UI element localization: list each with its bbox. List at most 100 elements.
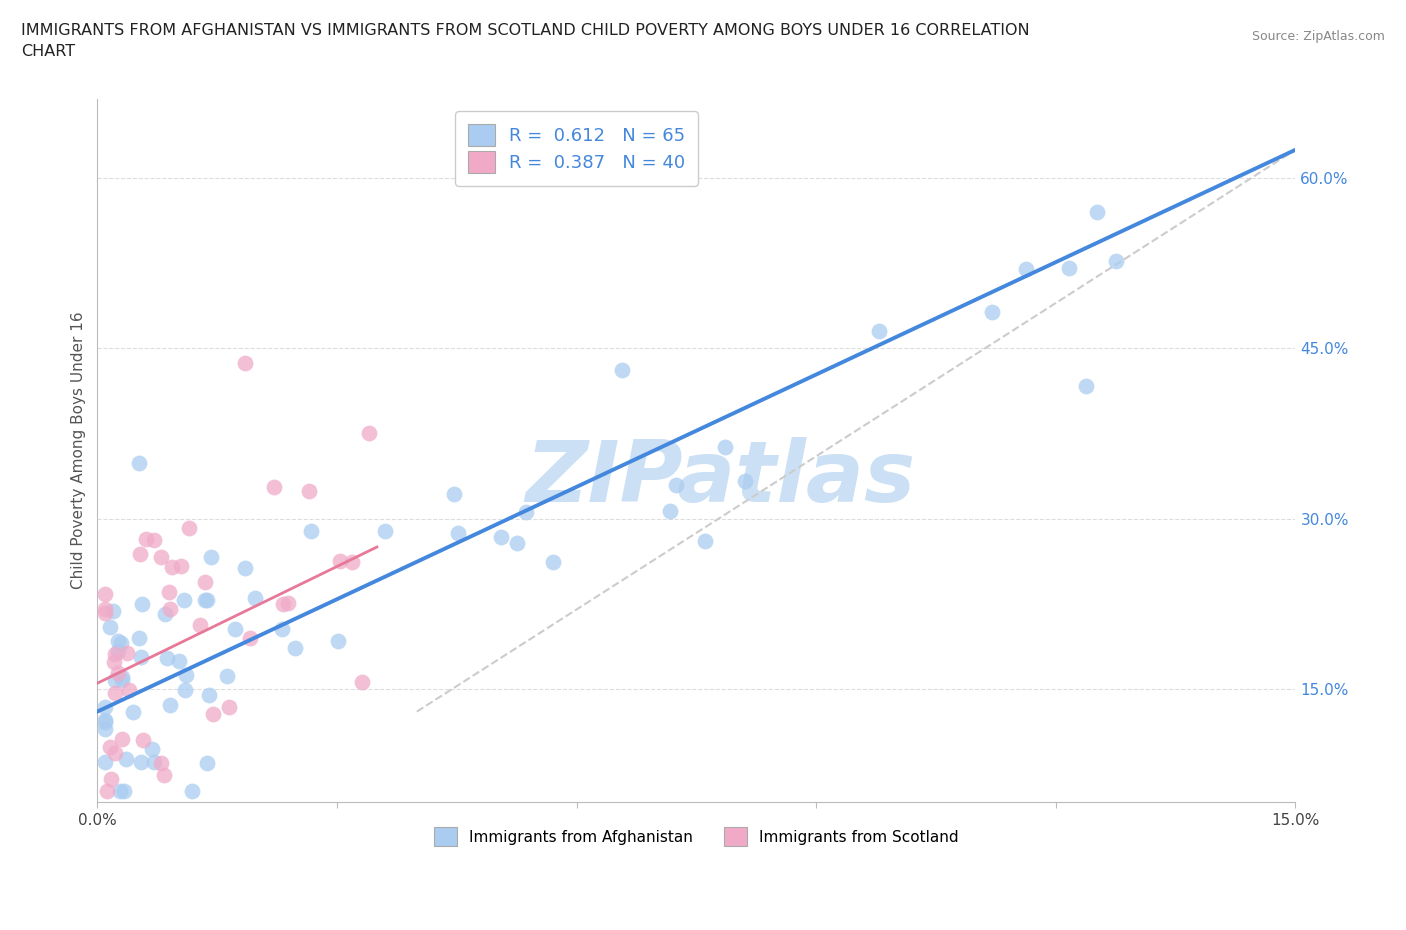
Point (129, 649, 152, 664)
Legend: Immigrants from Afghanistan, Immigrants from Scotland: Immigrants from Afghanistan, Immigrants … (422, 815, 970, 858)
Point (659, 503, 682, 518)
Point (152, 768, 174, 783)
Point (1074, 379, 1097, 393)
Point (298, 484, 321, 498)
Point (94, 722, 117, 737)
Point (868, 323, 890, 338)
Point (117, 683, 139, 698)
Point (374, 524, 396, 538)
Point (104, 646, 127, 661)
Point (665, 478, 688, 493)
Point (218, 699, 240, 714)
Point (271, 596, 294, 611)
Point (713, 440, 735, 455)
Point (194, 575, 217, 590)
Text: IMMIGRANTS FROM AFGHANISTAN VS IMMIGRANTS FROM SCOTLAND CHILD POVERTY AMONG BOYS: IMMIGRANTS FROM AFGHANISTAN VS IMMIGRANT… (21, 23, 1029, 60)
Point (101, 604, 124, 618)
Point (107, 633, 129, 648)
Y-axis label: Child Poverty Among Boys Under 16: Child Poverty Among Boys Under 16 (72, 312, 86, 590)
Point (981, 304, 1004, 319)
Point (506, 536, 529, 551)
Point (329, 553, 352, 568)
Point (198, 688, 221, 703)
Point (129, 547, 152, 562)
Point (122, 705, 145, 720)
Point (169, 558, 191, 573)
Point (489, 529, 512, 544)
Point (201, 706, 224, 721)
Point (167, 654, 190, 669)
Point (197, 755, 219, 770)
Point (159, 602, 181, 617)
Point (277, 595, 299, 610)
Point (342, 554, 364, 569)
Point (103, 655, 125, 670)
Point (162, 560, 184, 575)
Point (181, 784, 204, 799)
Point (299, 524, 322, 538)
Point (141, 741, 163, 756)
Point (94, 712, 117, 727)
Point (233, 355, 256, 370)
Point (129, 754, 152, 769)
Point (115, 645, 138, 660)
Point (94, 754, 117, 769)
Point (1015, 261, 1038, 276)
Point (610, 363, 633, 378)
Point (131, 596, 153, 611)
Point (96, 784, 118, 799)
Point (447, 525, 470, 540)
Point (200, 549, 222, 564)
Point (270, 622, 292, 637)
Point (443, 486, 465, 501)
Text: ZIPatlas: ZIPatlas (526, 437, 915, 520)
Text: Source: ZipAtlas.com: Source: ZipAtlas.com (1251, 30, 1385, 43)
Point (357, 426, 380, 441)
Point (515, 505, 537, 520)
Point (188, 618, 211, 632)
Point (94, 602, 117, 617)
Point (157, 585, 180, 600)
Point (194, 592, 217, 607)
Point (104, 746, 127, 761)
Point (104, 686, 127, 701)
Point (173, 592, 195, 607)
Point (243, 591, 266, 605)
Point (734, 473, 756, 488)
Point (284, 641, 307, 656)
Point (263, 480, 285, 495)
Point (107, 644, 129, 658)
Point (111, 672, 134, 687)
Point (174, 683, 197, 698)
Point (128, 631, 150, 645)
Point (132, 732, 155, 747)
Point (217, 668, 239, 683)
Point (108, 784, 131, 799)
Point (94, 699, 117, 714)
Point (111, 732, 134, 747)
Point (115, 752, 138, 767)
Point (107, 665, 129, 680)
Point (112, 784, 135, 799)
Point (150, 755, 173, 770)
Point (135, 532, 157, 547)
Point (159, 698, 181, 712)
Point (94, 605, 117, 620)
Point (233, 560, 256, 575)
Point (98, 740, 121, 755)
Point (1085, 205, 1108, 219)
Point (224, 622, 246, 637)
Point (111, 670, 134, 684)
Point (543, 554, 565, 569)
Point (142, 755, 165, 770)
Point (153, 606, 176, 621)
Point (100, 772, 122, 787)
Point (239, 631, 262, 645)
Point (176, 668, 198, 683)
Point (143, 533, 166, 548)
Point (98, 619, 121, 634)
Point (328, 633, 350, 648)
Point (110, 636, 132, 651)
Point (94, 714, 117, 729)
Point (693, 534, 716, 549)
